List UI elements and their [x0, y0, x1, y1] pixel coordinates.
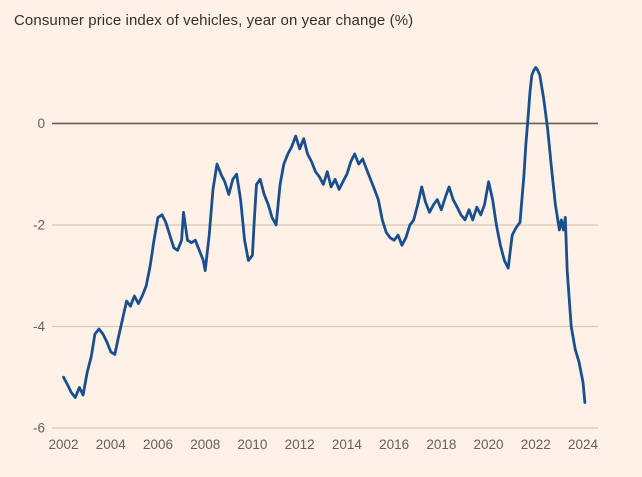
x-tick-label: 2006	[143, 437, 173, 452]
y-tick-label: -2	[33, 217, 45, 232]
x-tick-label: 2014	[332, 437, 363, 452]
x-tick-label: 2024	[568, 437, 599, 452]
x-tick-label: 2010	[237, 437, 267, 452]
cpi-vehicles-series-line	[62, 66, 587, 404]
x-tick-label: 2002	[49, 437, 79, 452]
x-tick-label: 2018	[426, 437, 456, 452]
x-tick-label: 2022	[521, 437, 551, 452]
chart-title: Consumer price index of vehicles, year o…	[14, 12, 414, 29]
x-tick-label: 2016	[379, 437, 409, 452]
x-tick-label: 2008	[190, 437, 220, 452]
y-tick-label: -6	[33, 421, 45, 436]
y-tick-label: 0	[37, 116, 45, 131]
x-tick-label: 2012	[285, 437, 315, 452]
x-tick-label: 2020	[474, 437, 504, 452]
x-tick-label: 2004	[96, 437, 127, 452]
y-tick-label: -4	[33, 319, 45, 334]
